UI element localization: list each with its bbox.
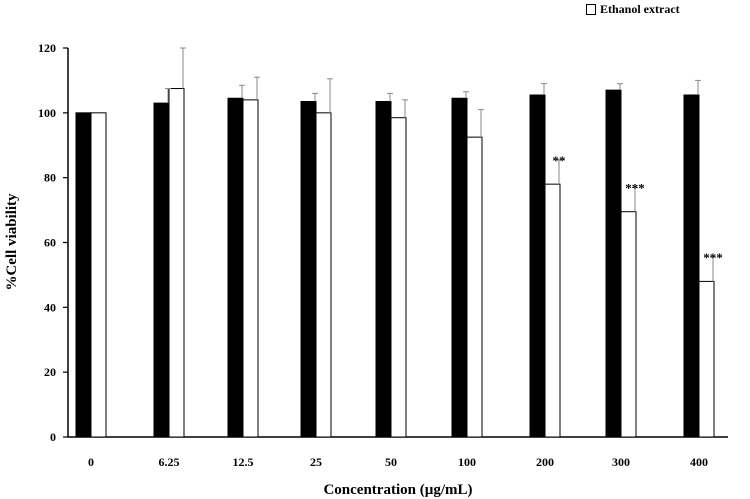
y-tick-label: 80 [44,171,56,185]
bar-black-series [683,94,700,438]
bar-black-series [375,100,392,438]
legend-label-ethanol-extract: Ethanol extract [600,2,680,16]
y-tick-label: 100 [38,106,56,120]
bar-black-series [605,89,622,438]
bar-black-series [451,97,468,438]
y-tick-label: 60 [44,236,56,250]
significance-label: *** [703,250,723,265]
x-axis-title: Concentration (µg/mL) [323,482,472,498]
bars [75,88,715,438]
legend-swatch-ethanol-extract [586,4,596,15]
significance-label: *** [625,180,645,195]
bar-black-series [75,112,92,438]
x-tick-label: 6.25 [159,455,180,469]
bar-ethanol-extract [466,136,483,438]
bar-ethanol-extract [390,117,407,438]
bar-ethanol-extract [698,280,715,438]
bar-ethanol-extract [315,112,332,438]
bar-ethanol-extract [90,112,107,438]
x-tick-label: 12.5 [233,455,254,469]
y-tick-label: 120 [38,41,56,55]
bar-black-series [153,102,170,438]
bar-black-series [227,97,244,438]
y-tick-label: 20 [44,365,56,379]
x-tick-label: 200 [536,455,554,469]
x-tick-label: 50 [385,455,397,469]
y-tick-label: 0 [50,430,56,444]
y-tick-label: 40 [44,300,56,314]
x-tick-label: 0 [88,455,94,469]
bar-ethanol-extract [242,99,259,438]
x-tick-label: 25 [310,455,322,469]
bar-ethanol-extract [168,88,185,438]
x-tick-label: 100 [458,455,476,469]
significance-annotations: ******** [553,153,723,265]
bar-ethanol-extract [620,211,637,438]
bar-black-series [300,100,317,438]
x-tick-label: 300 [612,455,630,469]
significance-label: ** [553,153,566,168]
bar-ethanol-extract [544,183,561,438]
error-bars [165,47,716,282]
legend: Ethanol extract [586,2,680,17]
y-axis-title: %Cell viability [4,193,20,291]
tick-labels: 0 20 40 60 80 100 120 0 6.25 12.5 25 50 100 200 300 400 [38,41,708,469]
x-tick-label: 400 [690,455,708,469]
bar-black-series [529,94,546,438]
